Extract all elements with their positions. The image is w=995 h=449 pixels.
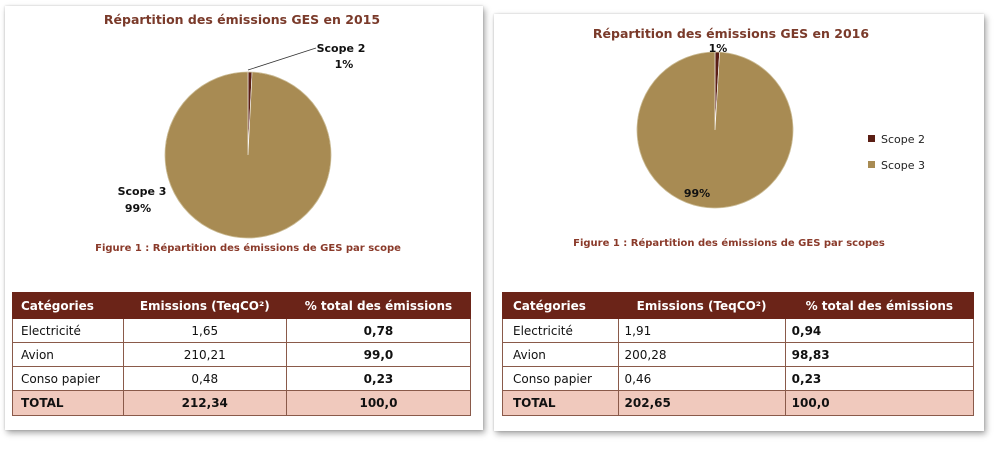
cell-emissions: 210,21	[122, 342, 287, 367]
cell-emissions: 0,46	[617, 366, 786, 391]
legend-label-scope2: Scope 2	[881, 133, 925, 146]
cell-percent: 0,94	[784, 318, 975, 343]
col-header-categories: Catégories	[12, 292, 124, 319]
cell-total-label: TOTAL	[502, 390, 619, 416]
table-header-row: Catégories Emissions (TeqCO²) % total de…	[12, 292, 472, 319]
cell-emissions: 200,28	[617, 342, 786, 367]
pie-2015-pie-outline	[164, 71, 332, 239]
table-header-row: Catégories Emissions (TeqCO²) % total de…	[502, 292, 975, 319]
cell-category: Conso papier	[12, 366, 124, 391]
cell-total-emissions: 202,65	[617, 390, 786, 416]
pie-2016-pie-outline	[636, 51, 794, 209]
cell-total-emissions: 212,34	[122, 390, 287, 416]
slice-label-scope3-name-2015: Scope 3	[118, 185, 167, 198]
col-header-emissions: Emissions (TeqCO²)	[617, 292, 786, 319]
cell-total-percent: 100,0	[285, 390, 472, 416]
chart-title-2015: Répartition des émissions GES en 2015	[104, 12, 380, 27]
emissions-table-2016: Catégories Emissions (TeqCO²) % total de…	[502, 292, 975, 416]
cell-total-label: TOTAL	[12, 390, 124, 416]
cell-emissions: 0,48	[122, 366, 287, 391]
pie-2016-slice-scope-3	[636, 51, 794, 209]
pie-slices-2016	[636, 51, 794, 209]
pie-2015-slice-scope-3	[164, 71, 332, 239]
figure-caption-2016: Figure 1 : Répartition des émissions de …	[573, 237, 885, 249]
pie-chart-2015: Répartition des émissions GES en 2015 Sc…	[95, 12, 401, 254]
cell-category: Electricité	[502, 318, 619, 343]
legend-swatch-scope3	[868, 161, 875, 168]
cell-emissions: 1,65	[122, 318, 287, 343]
col-header-percent: % total des émissions	[285, 292, 472, 319]
col-header-categories: Catégories	[502, 292, 619, 319]
figure-caption-2015: Figure 1 : Répartition des émissions de …	[95, 242, 401, 254]
cell-category: Conso papier	[502, 366, 619, 391]
cell-emissions: 1,91	[617, 318, 786, 343]
table-row: Electricité 1,91 0,94	[502, 318, 975, 343]
cell-percent: 0,78	[285, 318, 472, 343]
cell-category: Avion	[502, 342, 619, 367]
cell-percent: 98,83	[784, 342, 975, 367]
legend-swatch-scope2	[868, 135, 875, 142]
emissions-table-2015: Catégories Emissions (TeqCO²) % total de…	[12, 292, 472, 416]
slice-label-scope3-pct-2015: 99%	[125, 202, 151, 215]
chart-title-2016: Répartition des émissions GES en 2016	[593, 26, 869, 41]
cell-category: Electricité	[12, 318, 124, 343]
table-row: Conso papier 0,46 0,23	[502, 366, 975, 391]
pie-chart-2016: Répartition des émissions GES en 2016 1%…	[573, 26, 925, 249]
slice-label-scope2-pct-2015: 1%	[335, 58, 354, 71]
table-total-row: TOTAL 202,65 100,0	[502, 390, 975, 416]
col-header-emissions: Emissions (TeqCO²)	[122, 292, 287, 319]
cell-category: Avion	[12, 342, 124, 367]
pie-slices-2015	[164, 71, 332, 239]
legend-label-scope3: Scope 3	[881, 159, 925, 172]
table-row: Avion 210,21 99,0	[12, 342, 472, 367]
slice-label-scope3-pct-2016: 99%	[684, 187, 710, 200]
slice-label-scope2-pct-2016: 1%	[709, 42, 728, 55]
cell-percent: 0,23	[784, 366, 975, 391]
scope2-leader-line-2015	[247, 47, 317, 71]
cell-percent: 99,0	[285, 342, 472, 367]
cell-percent: 0,23	[285, 366, 472, 391]
cell-total-percent: 100,0	[784, 390, 975, 416]
col-header-percent: % total des émissions	[784, 292, 975, 319]
table-row: Avion 200,28 98,83	[502, 342, 975, 367]
panel-2016: Répartition des émissions GES en 2016 1%…	[494, 14, 984, 431]
legend-2016: Scope 2 Scope 3	[868, 133, 925, 172]
table-row: Electricité 1,65 0,78	[12, 318, 472, 343]
slice-label-scope2-name-2015: Scope 2	[317, 42, 366, 55]
table-total-row: TOTAL 212,34 100,0	[12, 390, 472, 416]
panel-2015: Répartition des émissions GES en 2015 Sc…	[5, 6, 483, 430]
table-row: Conso papier 0,48 0,23	[12, 366, 472, 391]
